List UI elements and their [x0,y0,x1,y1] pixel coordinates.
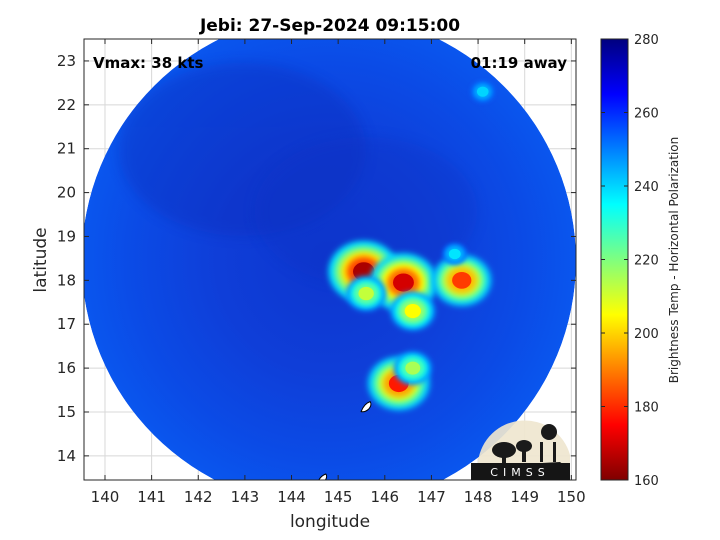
y-tick-label: 17 [57,315,76,333]
island-outline [360,401,372,413]
cold-cloud-feature [404,303,421,319]
x-tick-label: 150 [557,488,586,506]
time-away-annotation: 01:19 away [471,54,568,72]
y-tick-label: 15 [57,403,76,421]
colorbar-tick-label: 160 [634,474,659,489]
colorbar-tick-label: 200 [634,327,659,342]
y-tick-label: 22 [57,96,76,114]
x-tick-label: 149 [510,488,539,506]
cold-cloud-feature [393,273,414,292]
x-tick-label: 147 [417,488,446,506]
cold-cloud-feature [476,86,489,97]
y-tick-marks [84,60,576,457]
y-tick-labels: 14 15 16 17 18 19 20 21 22 23 [57,52,76,465]
colorbar-ticks: 160 180 200 220 240 260 280 [601,33,659,489]
plot-area [84,39,576,480]
vmax-annotation: Vmax: 38 kts [93,54,203,72]
x-tick-label: 144 [277,488,306,506]
x-tick-label: 148 [464,488,493,506]
colorbar-tick-label: 180 [634,401,659,416]
colorbar: 160 180 200 220 240 260 280 Brightness Temp - … [600,33,681,489]
y-tick-label: 19 [57,227,76,245]
cimss-logo: CIMSS [471,420,570,480]
colorbar-tick-label: 280 [634,33,659,48]
cold-cloud-feature [358,286,374,301]
swath-texture [254,137,478,286]
island-outlines [318,401,372,480]
colorbar-label: Brightness Temp - Horizontal Polarizatio… [667,137,681,384]
brightness-temperature-swath [84,39,576,480]
x-tick-labels: 140 141 142 143 144 145 146 147 148 149 150 [91,488,586,506]
y-tick-label: 20 [57,184,76,202]
x-tick-label: 141 [137,488,166,506]
x-axis-label: longitude [290,512,370,532]
x-tick-label: 140 [91,488,120,506]
y-tick-label: 23 [57,52,76,70]
x-tick-label: 142 [184,488,213,506]
chart-title: Jebi: 27-Sep-2024 09:15:00 [199,16,460,36]
x-tick-label: 146 [370,488,399,506]
colorbar-tick-label: 220 [634,254,659,269]
plot-frame [83,38,577,481]
colorbar-gradient [600,38,629,481]
y-tick-label: 18 [57,271,76,289]
y-tick-label: 21 [57,140,76,158]
island-outline [318,473,328,480]
colorbar-tick-label: 260 [634,107,659,122]
x-tick-marks [104,39,572,480]
y-axis-label: latitude [31,227,51,292]
colorbar-tick-label: 240 [634,180,659,195]
cold-cloud-feature [452,271,472,289]
cold-cloud-feature [405,361,421,375]
cimss-logo-text: CIMSS [490,466,549,479]
y-tick-label: 14 [57,447,76,465]
x-tick-label: 143 [231,488,260,506]
x-tick-label: 145 [324,488,353,506]
cold-cloud-feature [353,262,375,281]
cold-cloud-feature [448,248,461,260]
y-tick-label: 16 [57,359,76,377]
